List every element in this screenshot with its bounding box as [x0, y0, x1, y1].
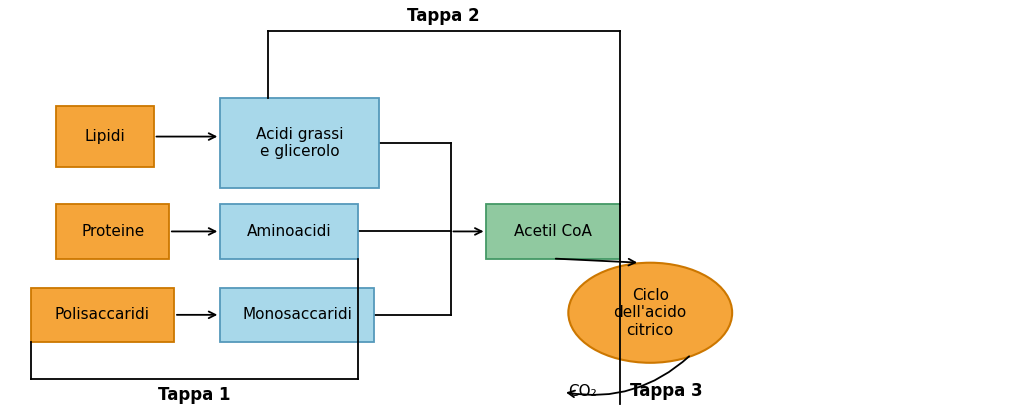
Text: Monosaccaridi: Monosaccaridi — [242, 307, 352, 322]
Text: Tappa 3: Tappa 3 — [630, 382, 702, 400]
FancyBboxPatch shape — [56, 204, 169, 259]
Text: CO₂: CO₂ — [568, 384, 597, 399]
Text: Acetil CoA: Acetil CoA — [514, 224, 592, 239]
FancyBboxPatch shape — [220, 288, 374, 342]
Text: Aminoacidi: Aminoacidi — [247, 224, 332, 239]
Ellipse shape — [568, 263, 732, 363]
FancyBboxPatch shape — [220, 204, 358, 259]
Text: Tappa 2: Tappa 2 — [408, 7, 480, 25]
FancyBboxPatch shape — [31, 288, 174, 342]
FancyBboxPatch shape — [220, 98, 379, 188]
Text: Polisaccaridi: Polisaccaridi — [55, 307, 150, 322]
Text: Ciclo
dell'acido
citrico: Ciclo dell'acido citrico — [613, 288, 687, 338]
Text: Tappa 1: Tappa 1 — [159, 386, 230, 404]
FancyBboxPatch shape — [56, 106, 154, 167]
FancyBboxPatch shape — [486, 204, 620, 259]
Text: Lipidi: Lipidi — [85, 129, 125, 144]
Text: Acidi grassi
e glicerolo: Acidi grassi e glicerolo — [256, 127, 343, 159]
Text: Proteine: Proteine — [81, 224, 144, 239]
